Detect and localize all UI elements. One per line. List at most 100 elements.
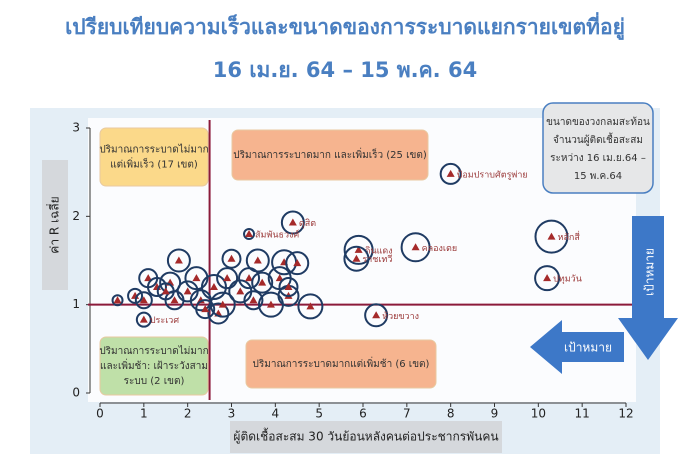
x-tick-label: 1 [140, 407, 148, 421]
bubble-marker [192, 274, 201, 282]
bubble-circle [243, 228, 256, 240]
bubble-circle [209, 291, 236, 318]
point-label: ประเวศ [150, 316, 180, 326]
annotation-text: และเพิ่มช้า: เฝ้าระวังสาม [100, 358, 208, 372]
bubble-marker [352, 254, 361, 262]
size-note-text: ขนาดของวงกลมสะท้อน [546, 116, 650, 128]
bubble-marker [547, 232, 556, 240]
bubble [200, 274, 227, 300]
bubble-marker [209, 283, 218, 290]
bubble-marker [139, 315, 148, 323]
y-tick-label: 3 [72, 121, 80, 135]
bubble-marker [284, 283, 293, 290]
ylabel-box [42, 160, 68, 290]
x-tick-label: 0 [96, 407, 104, 421]
bubble-marker [174, 256, 183, 264]
bubble-marker [372, 311, 381, 319]
bubble [195, 299, 216, 320]
bubble [184, 266, 209, 291]
annotation-text: ปริมาณการระบาดมากแต่เพิ่มช้า (6 เขต) [253, 356, 430, 370]
bubble-marker [446, 169, 455, 177]
bubble [156, 282, 175, 301]
target-arrow-down [618, 216, 678, 360]
x-tick-label: 9 [491, 407, 499, 421]
bubble [343, 234, 374, 265]
bubble-circle [243, 290, 264, 311]
point-label: ดินแดง [365, 245, 393, 256]
bubble-marker [144, 274, 153, 282]
bubble-circle [534, 219, 569, 254]
annotation-box [99, 336, 209, 396]
bubble-circle [280, 210, 305, 235]
bubble [534, 265, 561, 292]
point-label: ป้อมปราบศัตรูพ่าย [457, 169, 528, 180]
size-note-text: 15 พ.ค.64 [574, 171, 622, 182]
bubble-circle [216, 267, 239, 290]
bubble [134, 291, 153, 310]
annotation-box [245, 339, 437, 389]
bubble-circle [134, 291, 153, 310]
target-text: เป้าหมาย [564, 341, 612, 355]
bubble-marker [113, 296, 122, 304]
target-text: เป้าหมาย [643, 248, 657, 296]
bubble-marker [253, 256, 262, 264]
bubble [278, 277, 299, 297]
bubble-circle [400, 232, 431, 263]
bubble-circle [207, 302, 230, 325]
bubble [439, 162, 462, 185]
bubble-circle [184, 266, 209, 291]
size-note-text: ระหว่าง 16 เม.ย.64 – [550, 153, 646, 164]
bubble [400, 232, 431, 263]
x-axis-label: ผู้ติดเชื้อสะสม 30 วันย้อนหลังคนต่อประชา… [233, 428, 498, 445]
bubble-circle [195, 299, 216, 320]
x-tick-label: 7 [403, 407, 411, 421]
point-label: หลักสี่ [557, 230, 580, 243]
annotation-text: ระบบ (2 เขต) [124, 376, 185, 387]
bubble [221, 248, 242, 269]
bubble-marker [223, 274, 232, 282]
annotation-box [99, 127, 209, 187]
size-note-box [542, 102, 654, 194]
bubble-circle [156, 282, 175, 301]
point-label: ห้วยขวาง [382, 311, 419, 322]
x-tick-label: 2 [184, 407, 192, 421]
bubble-marker [249, 296, 258, 304]
bubble [216, 267, 239, 290]
bubble-marker [236, 287, 245, 295]
bubble-marker [258, 278, 267, 286]
annotation-text: ปริมาณการระบาดมาก และเพิ่มเร็ว (25 เขต) [233, 147, 427, 161]
x-tick-label: 11 [575, 407, 590, 421]
bubble-circle [439, 162, 462, 185]
bubble [285, 251, 310, 276]
bubble-circle [245, 248, 270, 273]
bubble-marker [245, 274, 254, 282]
bubble [245, 248, 270, 273]
bubble-circle [343, 245, 370, 272]
bubble-marker [170, 296, 179, 304]
x-tick-label: 6 [359, 407, 367, 421]
annotation-text: แต่เพิ่มเร็ว (17 เขต) [110, 157, 198, 171]
bubble-circle [111, 294, 124, 307]
bubble-marker [275, 274, 284, 282]
bubble-marker [201, 305, 210, 313]
point-label: ปทุมวัน [553, 275, 582, 285]
bubble [251, 271, 274, 294]
bubble-circle [364, 303, 389, 328]
y-tick-label: 0 [72, 386, 80, 400]
chart-subtitle: 16 เม.ย. 64 – 15 พ.ค. 64 [213, 58, 477, 82]
target-arrow-left [530, 320, 624, 374]
bubble [364, 303, 389, 328]
bubble-marker [354, 245, 363, 253]
annotation-box [231, 129, 429, 181]
bubble-circle [285, 251, 310, 276]
bubble-circle [278, 277, 299, 297]
bubble-circle [146, 277, 167, 297]
bubble-marker [245, 230, 254, 237]
x-tick-label: 10 [531, 407, 546, 421]
x-tick-label: 3 [228, 407, 236, 421]
bubble-circle [343, 234, 374, 265]
bubble [111, 294, 124, 307]
